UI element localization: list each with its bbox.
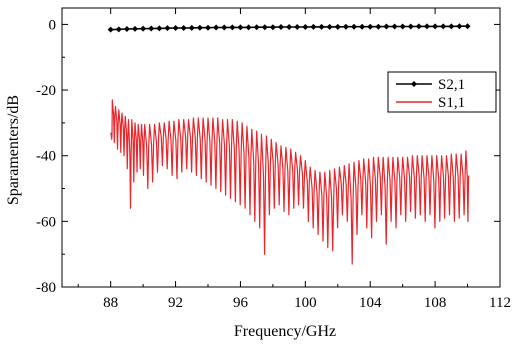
series-s21-point [221, 24, 228, 31]
series-s21-point [464, 23, 471, 30]
series-s21-point [432, 23, 439, 30]
series-s21-point [245, 24, 252, 31]
series-s21-point [342, 23, 349, 30]
legend-s21-label: S2,1 [438, 77, 465, 93]
series-s21-point [196, 24, 203, 31]
series-s21-point [440, 23, 447, 30]
series-s21-point [205, 24, 211, 31]
series-s21-point [156, 25, 163, 32]
series-s21-point [375, 23, 382, 30]
series-s21-point [415, 23, 422, 30]
series-s21-point [318, 23, 325, 30]
legend-box [387, 71, 497, 113]
y-tick-label: -60 [36, 214, 56, 230]
x-tick-label: 88 [103, 295, 118, 311]
y-tick-label: -40 [36, 149, 56, 165]
series-s21-point [424, 23, 430, 30]
series-s21-point [140, 25, 147, 32]
series-s21-point [286, 24, 293, 31]
series-s21-point [188, 24, 195, 31]
series-s21-point [359, 23, 366, 30]
legend-s11-label: S1,1 [438, 95, 465, 111]
plot-frame [61, 7, 501, 288]
series-s21-point [148, 25, 155, 32]
series-s21-point [448, 23, 455, 30]
x-tick-label: 108 [424, 295, 447, 311]
series-s21-point [391, 23, 398, 30]
series-s21-point [407, 23, 414, 30]
x-tick-label: 100 [294, 295, 317, 311]
x-axis-label: Frequency/GHz [234, 323, 336, 340]
series-s21-point [310, 23, 317, 30]
y-tick-label: -20 [36, 83, 56, 99]
series-s21-point [180, 25, 187, 32]
series-s21-point [132, 25, 138, 32]
legend-s21-marker [411, 81, 417, 87]
series-s21-point [123, 26, 130, 33]
y-axis-label: Sparamenters/dB [5, 95, 22, 205]
series-s21-point [334, 23, 341, 30]
series-s21-point [278, 24, 284, 31]
y-tick-label: 0 [49, 17, 57, 33]
series-s21-point [383, 23, 390, 30]
series-s21-point [107, 26, 114, 33]
series-s21-point [399, 23, 406, 30]
series-s11-line [110, 99, 470, 265]
series-s21-point [213, 24, 220, 31]
x-tick-label: 96 [233, 295, 249, 311]
series-s21-point [261, 24, 268, 31]
series-s21-point [456, 23, 463, 30]
series-s21-point [351, 23, 357, 30]
plot-area: 88 92 96 100 104 108 112 0 -20 -40 -60 -80 S2,1 S1,1 [36, 7, 511, 311]
series-s21-point [367, 23, 374, 30]
x-tick-label: 92 [168, 295, 183, 311]
y-tick-label: -80 [36, 280, 56, 296]
series-s21-point [229, 24, 236, 31]
series-s21-point [253, 24, 260, 31]
series-s21-point [164, 25, 171, 32]
series-s21-point [326, 23, 333, 30]
series-s21-point [115, 26, 122, 33]
x-tick-label: 112 [489, 295, 511, 311]
series-s21-point [294, 24, 301, 31]
series-s21-point [302, 24, 309, 31]
series-s21-point [172, 25, 179, 32]
series-s21-point [269, 24, 276, 31]
series-s21-point [237, 24, 244, 31]
x-tick-label: 104 [359, 295, 382, 311]
